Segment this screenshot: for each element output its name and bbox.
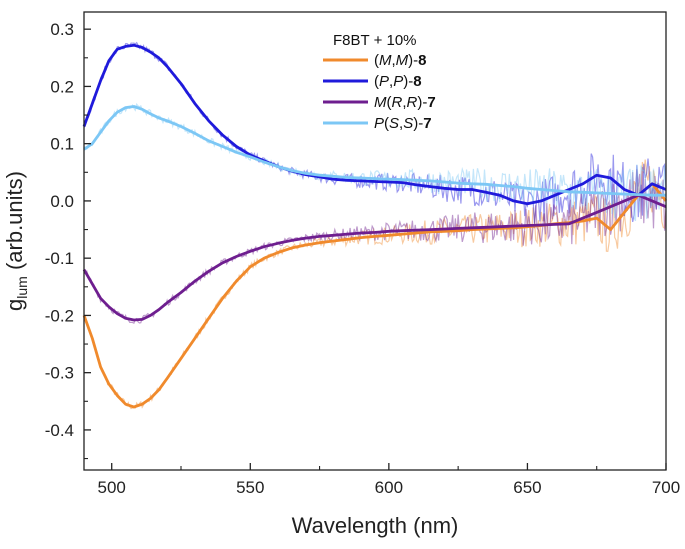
x-tick-label: 700 [652,478,680,497]
legend-label: M(R,R)-7 [374,94,436,111]
legend-title: F8BT + 10% [333,32,417,49]
x-tick-label: 500 [98,478,126,497]
plot-frame [83,11,667,471]
x-tick-label: 650 [513,478,541,497]
legend-label: P(S,S)-7 [374,115,432,132]
y-tick-label: 0.3 [50,20,74,39]
y-axis-label: glum (arb.units) [2,171,30,311]
series-layer [82,43,668,409]
y-tick-label: -0.3 [45,364,74,383]
y-tick-label: -0.4 [45,421,74,440]
legend-label: (M,M)-8 [374,52,427,69]
series-line-2 [82,193,667,322]
y-axis: -0.4 -0.3 -0.2 -0.1 0.0 0.1 0.2 0.3 [45,20,91,460]
legend-label: (P,P)-8 [374,73,422,90]
y-axis-label-suffix: (arb.units) [2,171,27,276]
y-axis-label-prefix: g [2,299,27,311]
series-line-1 [82,43,667,206]
y-tick-label: 0.0 [50,192,74,211]
x-tick-label: 600 [375,478,403,497]
x-axis: 500 550 600 650 700 [98,463,680,497]
y-tick-label: -0.2 [45,306,74,325]
series-line-3 [83,105,666,197]
y-tick-label: 0.1 [50,135,74,154]
x-axis-label: Wavelength (nm) [292,513,459,538]
legend: F8BT + 10% (M,M)-8 (P,P)-8 M(R,R)-7 P(S,S)-… [323,32,436,132]
series-noise-3 [83,102,667,222]
x-tick-label: 550 [236,478,264,497]
y-tick-label: 0.2 [50,77,74,96]
y-tick-label: -0.1 [45,249,74,268]
y-axis-label-subscript: lum [14,276,30,299]
